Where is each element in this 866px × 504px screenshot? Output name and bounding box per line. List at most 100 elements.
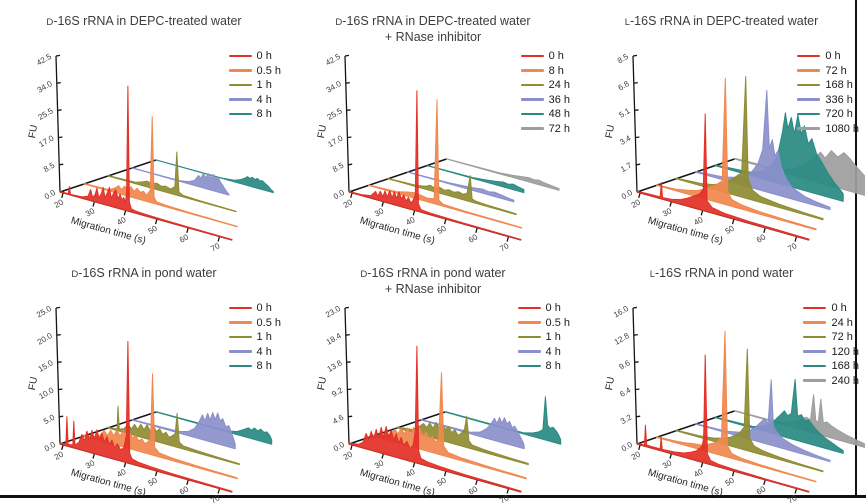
y-tick-label: 8.5	[331, 160, 346, 174]
title-prefix: D	[46, 17, 54, 28]
title-main: -16S rRNA in DEPC-treated water	[342, 14, 531, 28]
legend-swatch	[228, 98, 252, 101]
title-main: -16S rRNA in DEPC-treated water	[53, 14, 242, 28]
y-tick-label: 0.0	[332, 440, 347, 454]
y-axis-title: FU	[316, 376, 329, 391]
x-tick-label: 60	[467, 484, 480, 497]
panel-title: D-16S rRNA in DEPC-treated water + RNase …	[289, 13, 577, 46]
legend-item: 0 h	[228, 50, 281, 62]
legend-item: 1 h	[517, 331, 570, 343]
title-prefix: D	[360, 269, 368, 280]
x-tick	[506, 488, 510, 494]
trace-0.5h	[83, 116, 238, 228]
x-tick	[731, 218, 735, 225]
legend-label: 72 h	[831, 331, 853, 343]
legend-item: 0.5 h	[228, 64, 281, 77]
y-tick-label: 6.4	[618, 385, 633, 399]
legend-label: 0.5 h	[256, 64, 281, 77]
y-tick-label: 16.0	[612, 304, 630, 320]
x-tick-label: 30	[84, 206, 97, 219]
legend-label: 8 h	[256, 108, 272, 120]
legend-swatch	[803, 379, 827, 382]
y-tick-label: 9.2	[330, 385, 345, 399]
y-tick-label: 3.4	[618, 133, 633, 147]
y-tick-label: 17.0	[326, 133, 344, 149]
y-axis-line	[632, 307, 638, 445]
legend-label: 0 h	[548, 50, 564, 62]
legend-swatch	[797, 54, 821, 58]
y-tick-label: 0.0	[332, 188, 347, 202]
legend-swatch	[520, 112, 544, 116]
y-tick	[636, 415, 641, 418]
x-tick-label: 20	[630, 197, 643, 210]
y-axis-line	[55, 55, 61, 193]
trace-0.5h	[83, 373, 238, 480]
y-tick	[347, 136, 352, 139]
legend-swatch	[228, 83, 252, 87]
depth-axis-line	[636, 158, 735, 193]
legend-item: 168 h	[797, 79, 859, 91]
y-tick-label: 13.8	[326, 358, 344, 374]
y-tick-label: 0.0	[620, 188, 635, 202]
y-tick-label: 34.0	[325, 79, 343, 95]
x-tick-label: 50	[724, 223, 737, 236]
plot-svg: 0.0 8.5 17.0 25.5 34.0 42.5 FU 20 30 40 50 60 70 Migr…	[316, 52, 560, 252]
y-tick	[57, 361, 62, 364]
legend: 0 h 8 h 24 h 36 h 48 h 72 h	[520, 50, 570, 135]
y-tick-label: 25.5	[37, 106, 55, 122]
legend-item: 120 h	[803, 346, 859, 358]
x-tick	[638, 444, 641, 451]
x-tick-label: 30	[373, 458, 386, 471]
x-tick	[763, 227, 766, 233]
legend-item: 1 h	[228, 331, 281, 343]
title-line2: + RNase inhibitor	[384, 282, 482, 297]
title-main: -16S rRNA in pond water	[367, 266, 506, 280]
x-tick-label: 30	[84, 458, 97, 471]
legend-item: 4 h	[228, 346, 281, 358]
y-tick-label: 5.1	[617, 106, 632, 120]
legend-label: 1 h	[256, 79, 272, 91]
legend: 0 h 72 h 168 h 336 h 720 h 1080 h	[797, 50, 859, 135]
x-tick	[475, 227, 478, 233]
panel-title: D-16S rRNA in pond water + RNase inhibito…	[289, 265, 577, 298]
y-axis-line	[55, 307, 61, 445]
x-tick	[123, 210, 127, 216]
x-tick-label: 20	[53, 449, 66, 462]
x-tick	[638, 192, 641, 199]
panel-d16s-depc-water: D-16S rRNA in DEPC-treated water 0 h 0.5 …	[0, 0, 288, 252]
y-tick	[635, 388, 640, 391]
legend-label: 0 h	[545, 302, 561, 314]
y-tick-label: 20.0	[36, 331, 54, 347]
legend-label: 0.5 h	[256, 316, 281, 329]
y-tick	[347, 388, 352, 391]
trace-0h	[59, 85, 233, 241]
y-tick-label: 42.5	[324, 52, 342, 68]
legend-swatch	[803, 364, 827, 368]
legend-label: 8 h	[256, 360, 272, 372]
legend-label: 1 h	[545, 331, 561, 343]
y-tick	[348, 163, 353, 166]
trace-24h	[656, 330, 817, 483]
x-tick-label: 50	[147, 223, 160, 236]
legend-swatch	[797, 112, 821, 116]
legend-item: 0 h	[803, 302, 859, 314]
legend-swatch	[797, 69, 821, 72]
x-tick	[217, 488, 221, 494]
legend-item: 4 h	[517, 346, 570, 358]
x-tick-label: 70	[209, 493, 222, 504]
legend-item: 1 h	[228, 79, 281, 91]
y-tick	[344, 306, 350, 309]
x-tick	[217, 236, 221, 242]
y-tick-label: 23.0	[324, 304, 342, 320]
trace-4h	[131, 412, 236, 450]
x-tick-label: 50	[436, 475, 449, 488]
trace-4h	[420, 416, 525, 450]
x-tick	[731, 470, 735, 477]
legend-swatch	[228, 350, 252, 353]
legend-label: 0 h	[256, 50, 272, 62]
legend-swatch	[797, 127, 821, 130]
legend-swatch	[520, 69, 544, 72]
legend-swatch	[520, 127, 544, 130]
y-tick-label: 8.5	[616, 52, 631, 66]
x-axis-title: Migration time (s)	[647, 215, 724, 246]
